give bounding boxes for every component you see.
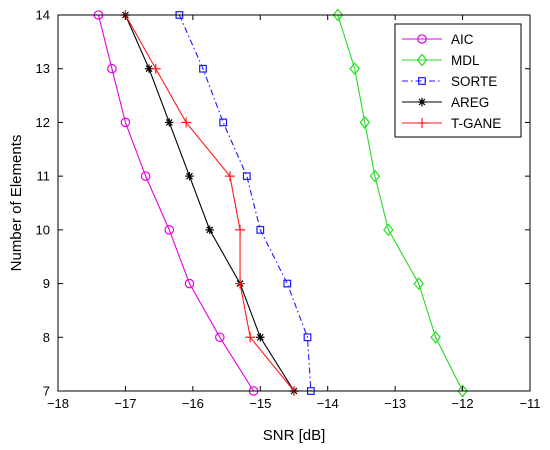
sorte-marker <box>219 118 228 127</box>
series-group <box>93 8 468 398</box>
aic-marker <box>184 278 195 289</box>
mdl-marker <box>359 115 371 129</box>
legend-entry-sorte: SORTE <box>402 74 497 89</box>
areg-marker <box>144 64 154 73</box>
aic-marker <box>215 332 225 343</box>
y-tick-label: 10 <box>36 222 50 237</box>
y-axis-label: Number of Elements <box>8 135 25 272</box>
x-tick-label: −11 <box>519 396 540 411</box>
x-tick-label: −18 <box>47 396 69 411</box>
series-line-sorte <box>178 14 312 392</box>
legend-label-aic: AIC <box>451 32 474 47</box>
aic-marker <box>140 171 151 181</box>
mdl-marker <box>332 8 344 22</box>
aic-marker <box>120 117 131 128</box>
aic-marker <box>164 225 175 235</box>
legend-entry-mdl: MDL <box>402 53 480 68</box>
x-tick-label: −12 <box>452 396 474 411</box>
areg-marker <box>165 118 174 127</box>
y-tick-label: 8 <box>43 330 50 345</box>
legend: AIC MDL SORTE AREG T-GANE <box>394 23 522 138</box>
series-line-t-gane <box>124 14 295 392</box>
legend-entry-aic: AIC <box>402 32 474 47</box>
legend-label-areg: AREG <box>451 95 489 110</box>
t-gane-marker <box>235 224 246 235</box>
mdl-marker <box>349 62 360 76</box>
mdl-marker <box>383 223 394 237</box>
y-tick-label: 13 <box>36 61 50 76</box>
legend-areg-marker <box>417 97 427 107</box>
x-tick-label: −14 <box>317 396 339 411</box>
y-tick-label: 7 <box>43 384 50 399</box>
legend-entry-areg: AREG <box>402 95 489 110</box>
areg-marker <box>256 333 265 342</box>
t-gane-marker <box>235 278 246 289</box>
y-tick-label: 14 <box>36 8 50 23</box>
sorte-marker <box>199 64 207 73</box>
series-areg <box>121 10 299 396</box>
legend-mdl-marker <box>416 53 428 67</box>
x-tick-label: −17 <box>114 396 136 411</box>
legend-label-mdl: MDL <box>451 53 480 68</box>
y-tick-label: 12 <box>36 115 50 130</box>
legend-sorte-marker <box>418 77 426 85</box>
sorte-marker <box>256 225 265 234</box>
legend-entry-t-gane: T-GANE <box>402 116 501 131</box>
aic-marker <box>107 63 117 74</box>
legend-label-t-gane: T-GANE <box>451 116 501 131</box>
plot-frame <box>57 14 531 392</box>
x-axis-label: SNR [dB] <box>263 427 326 444</box>
t-gane-marker <box>181 117 192 128</box>
series-aic <box>93 10 259 396</box>
areg-marker <box>205 225 214 235</box>
sorte-marker <box>242 172 251 181</box>
t-gane-marker <box>150 63 161 74</box>
mdl-marker <box>457 384 468 398</box>
axis-ticks: −18 −17 −16 −15 −14 −13 −12 −11 7 8 9 10 11 12 13 14 <box>36 8 541 412</box>
y-tick-label: 9 <box>43 276 50 291</box>
legend-t-gane-marker <box>417 118 427 128</box>
series-sorte <box>175 11 315 395</box>
areg-marker <box>185 171 194 181</box>
t-gane-marker <box>245 332 256 343</box>
series-mdl <box>332 8 468 398</box>
x-tick-label: −16 <box>182 396 204 411</box>
series-t-gane <box>120 10 299 396</box>
t-gane-marker <box>224 171 235 182</box>
series-line-aic <box>97 14 255 392</box>
legend-aic-marker <box>417 34 427 44</box>
x-tick-label: −15 <box>249 396 271 411</box>
legend-label-sorte: SORTE <box>451 74 497 89</box>
mdl-marker <box>413 277 425 291</box>
sorte-marker <box>283 279 292 288</box>
x-tick-label: −13 <box>384 396 406 411</box>
y-tick-label: 11 <box>37 169 51 184</box>
series-line-areg <box>124 14 295 392</box>
series-line-mdl <box>337 14 464 392</box>
sorte-marker <box>303 333 312 342</box>
mdl-marker <box>430 330 441 344</box>
mdl-marker <box>369 169 381 183</box>
